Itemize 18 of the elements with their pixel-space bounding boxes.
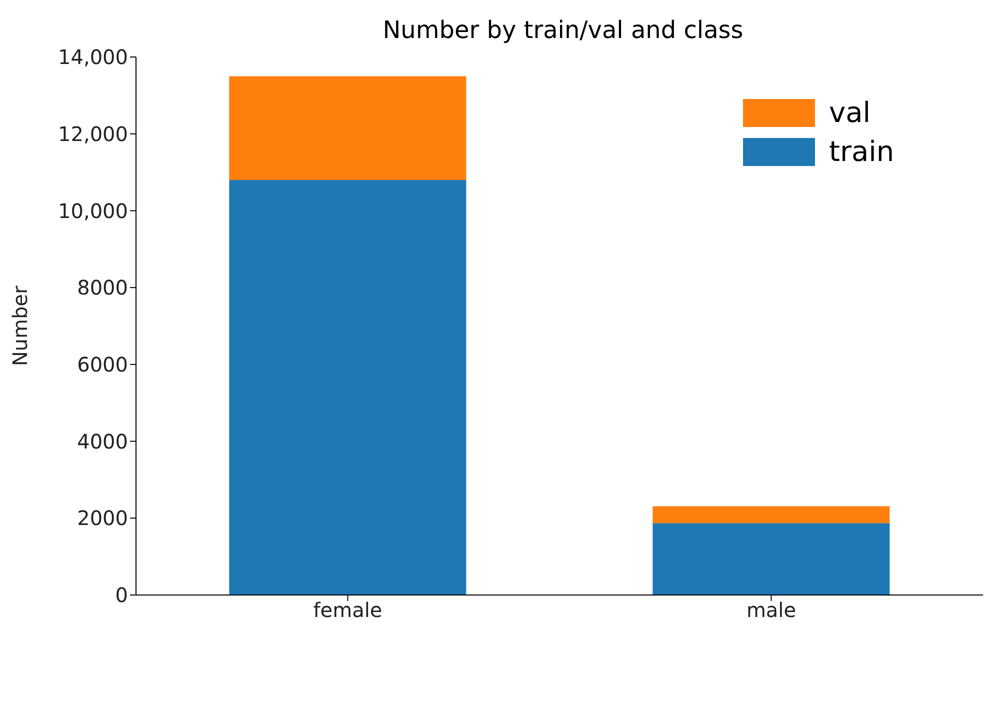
x-tick-label: female [313, 598, 382, 622]
bar [229, 180, 466, 595]
y-tick-label: 2000 [77, 506, 128, 530]
y-axis-title: Number [8, 285, 32, 366]
bar [652, 506, 890, 524]
y-tick-label: 12,000 [58, 122, 128, 146]
bar [229, 76, 466, 180]
x-tick-label: male [746, 598, 796, 622]
y-tick-label: 10,000 [58, 198, 128, 223]
legend-label: val [829, 96, 871, 129]
y-tick-label: 14,000 [58, 45, 128, 70]
y-tick-label: 6000 [77, 352, 128, 377]
y-tick-label: 8000 [77, 276, 128, 300]
y-tick-label: 0 [115, 583, 128, 608]
chart-title: Number by train/val and class [382, 16, 744, 44]
y-tick-label: 4000 [77, 429, 128, 454]
legend-label: train [829, 135, 894, 168]
bar [652, 523, 890, 595]
